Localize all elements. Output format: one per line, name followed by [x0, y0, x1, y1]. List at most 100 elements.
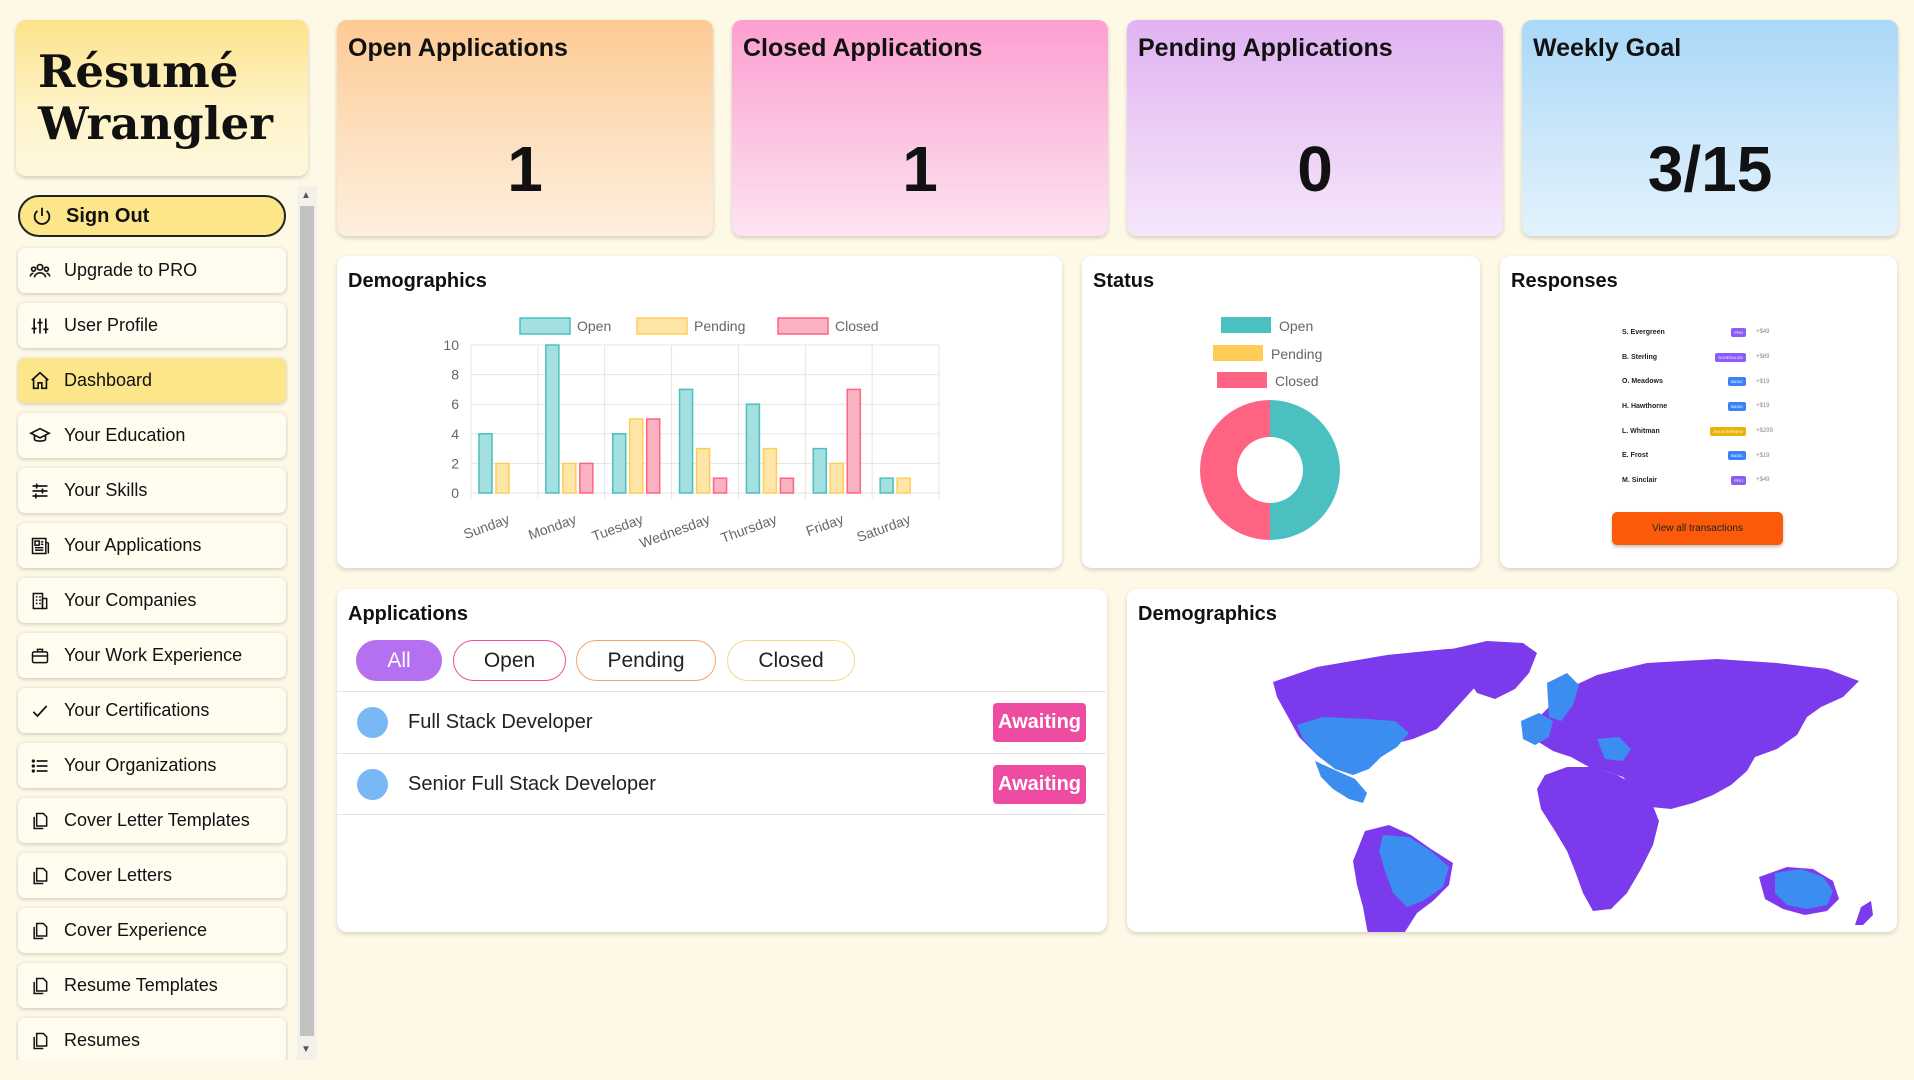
bar-closed[interactable]: [712, 477, 728, 494]
sidebar-item-upgrade[interactable]: Upgrade to PRO: [18, 248, 286, 293]
bar-closed[interactable]: [846, 388, 862, 494]
sidebar-item-label: Resumes: [64, 1030, 141, 1050]
y-tick-label: 0: [451, 485, 459, 501]
response-name: H. Hawthorne: [1622, 402, 1668, 410]
legend-swatch[interactable]: [519, 317, 571, 335]
brand-title-line1: Résumé: [38, 45, 239, 98]
y-tick-label: 6: [451, 396, 459, 412]
application-status-dot: [357, 707, 388, 738]
bar-closed[interactable]: [645, 418, 661, 494]
response-amount: +$89: [1756, 354, 1770, 361]
map-panel: Demographics: [1127, 589, 1897, 932]
new-zealand[interactable]: [1855, 901, 1873, 925]
sidebar-item-skills[interactable]: Your Skills: [18, 468, 286, 513]
y-tick-label: 4: [451, 426, 459, 442]
scroll-down-icon[interactable]: ▼: [301, 1044, 311, 1055]
sidebar-item-education[interactable]: Your Education: [18, 413, 286, 458]
bar-pending[interactable]: [695, 447, 711, 494]
bar-open[interactable]: [611, 433, 627, 494]
sidebar-item-cover-experience[interactable]: Cover Experience: [18, 908, 286, 953]
sidebar-item-companies[interactable]: Your Companies: [18, 578, 286, 623]
sidebar-item-cover-letter-templates[interactable]: Cover Letter Templates: [18, 798, 286, 843]
scandinavia-region[interactable]: [1547, 673, 1579, 721]
panel-title: Demographics: [1138, 603, 1277, 625]
responses-panel: Responses S. Evergreen PRO +$49 B. Sterling…: [1500, 256, 1897, 568]
sidebar-item-resume-templates[interactable]: Resume Templates: [18, 963, 286, 1008]
sidebar-item-organizations[interactable]: Your Organizations: [18, 743, 286, 788]
response-amount: +$299: [1756, 428, 1773, 435]
response-tag: PRO: [1731, 327, 1746, 337]
filter-open-button[interactable]: Open: [453, 640, 566, 681]
middle-east-region[interactable]: [1597, 737, 1631, 761]
legend-swatch[interactable]: [1213, 345, 1263, 361]
legend-swatch[interactable]: [636, 317, 688, 335]
demographics-chart-panel: Demographics Open Pending Closed 0 2 4 6 8 10 Sun…: [337, 256, 1062, 568]
bar-open[interactable]: [812, 447, 828, 494]
application-status-dot: [357, 768, 388, 800]
stat-value: 1: [507, 133, 543, 205]
newspaper-icon: [28, 534, 52, 558]
sidebar-item-cover-letters[interactable]: Cover Letters: [18, 853, 286, 898]
filter-closed-button[interactable]: Closed: [727, 640, 855, 681]
legend-swatch[interactable]: [1217, 372, 1267, 388]
stat-card-weekly-goal: Weekly Goal 3/15: [1522, 20, 1898, 236]
scrollbar-thumb[interactable]: [300, 206, 314, 1036]
response-row: O. Meadows BASIC +$19: [1622, 369, 1778, 394]
stat-card-open: Open Applications 1: [337, 20, 713, 236]
response-tag: BASIC: [1727, 401, 1746, 411]
australia-region[interactable]: [1775, 869, 1833, 909]
bar-open[interactable]: [678, 388, 694, 494]
panel-title: Demographics: [348, 270, 487, 292]
bar-pending[interactable]: [896, 477, 911, 494]
response-name: L. Whitman: [1622, 427, 1660, 435]
legend-swatch[interactable]: [1221, 317, 1271, 333]
sidebar-item-user-profile[interactable]: User Profile: [18, 303, 286, 348]
brazil-region[interactable]: [1379, 835, 1449, 907]
bar-pending[interactable]: [628, 418, 644, 494]
sidebar-item-label: Cover Experience: [64, 920, 208, 940]
sidebar-item-certifications[interactable]: Your Certifications: [18, 688, 286, 733]
eurasia[interactable]: [1529, 659, 1859, 809]
sidebar-item-label: User Profile: [64, 315, 159, 335]
x-tick-label: Wednesday: [637, 511, 712, 551]
sidebar-item-dashboard[interactable]: Dashboard: [18, 358, 286, 403]
sign-out-button[interactable]: Sign Out: [18, 195, 286, 237]
world-map: [1273, 641, 1873, 932]
bar-pending[interactable]: [829, 462, 845, 494]
sidebar-item-resumes[interactable]: Resumes: [18, 1018, 286, 1060]
western-europe-region[interactable]: [1521, 713, 1553, 745]
sliders-icon: [28, 314, 52, 338]
sidebar-item-work-experience[interactable]: Your Work Experience: [18, 633, 286, 678]
scroll-up-icon[interactable]: ▲: [301, 190, 311, 201]
response-tag: BASIC: [1727, 451, 1746, 461]
bar-open[interactable]: [545, 344, 560, 494]
application-row[interactable]: Senior Full Stack Developer Awaiting: [337, 753, 1106, 815]
stat-title: Pending Applications: [1138, 34, 1393, 62]
bar-open[interactable]: [478, 433, 493, 494]
sidebar-scrollbar[interactable]: ▲ ▼: [297, 186, 317, 1060]
mexico-region[interactable]: [1315, 761, 1367, 803]
bar-open[interactable]: [745, 403, 761, 494]
status-badge: Awaiting: [993, 764, 1086, 804]
filter-pending-button[interactable]: Pending: [576, 640, 716, 681]
usa-region[interactable]: [1297, 717, 1409, 775]
bar-pending[interactable]: [495, 462, 510, 494]
filter-all-button[interactable]: All: [356, 640, 442, 681]
bar-closed[interactable]: [579, 462, 594, 494]
slice-closed[interactable]: [1200, 400, 1270, 540]
bar-open[interactable]: [879, 477, 894, 494]
bar-pending[interactable]: [762, 447, 778, 494]
bar-closed[interactable]: [779, 477, 795, 494]
view-all-transactions-button[interactable]: View all transactions: [1612, 512, 1783, 545]
application-row[interactable]: Full Stack Developer Awaiting: [337, 691, 1106, 753]
sidebar-item-applications[interactable]: Your Applications: [18, 523, 286, 568]
legend-swatch[interactable]: [777, 317, 829, 335]
greenland[interactable]: [1452, 641, 1537, 699]
africa[interactable]: [1537, 767, 1659, 911]
response-amount: +$49: [1756, 477, 1770, 484]
bar-pending[interactable]: [562, 462, 577, 494]
slice-open[interactable]: [1270, 400, 1340, 540]
sidebar-item-label: Cover Letter Templates: [64, 810, 250, 830]
sidebar-item-label: Upgrade to PRO: [64, 260, 198, 280]
response-name: B. Sterling: [1622, 353, 1658, 361]
